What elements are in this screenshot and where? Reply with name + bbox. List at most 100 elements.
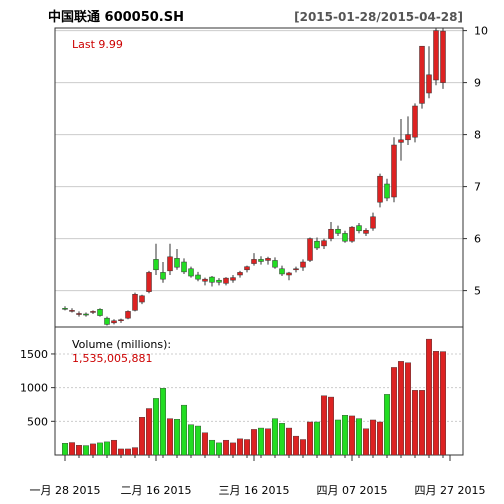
volume-bar bbox=[173, 419, 180, 456]
volume-bar bbox=[440, 351, 447, 456]
volume-y-axis: 500 1000 1500 bbox=[20, 348, 55, 428]
volume-bar bbox=[279, 423, 286, 456]
volume-bar bbox=[96, 442, 103, 456]
candle-body bbox=[300, 261, 306, 268]
volume-bar bbox=[377, 421, 384, 456]
volume-bar bbox=[180, 404, 187, 456]
candle-body bbox=[440, 30, 446, 83]
volume-bar bbox=[391, 367, 398, 456]
x-tick-label: 四月 27 2015 bbox=[415, 484, 486, 497]
volume-bar bbox=[300, 439, 307, 456]
candle-body bbox=[209, 276, 215, 283]
candle-body bbox=[216, 279, 222, 283]
candle-body bbox=[433, 30, 439, 81]
candle-body bbox=[251, 259, 257, 264]
volume-bar bbox=[138, 417, 145, 456]
price-y-axis: 5 6 7 8 9 10 bbox=[463, 25, 488, 298]
volume-bar bbox=[187, 424, 194, 456]
candle-body bbox=[244, 266, 250, 271]
candle-body bbox=[384, 183, 390, 199]
volume-bar bbox=[293, 435, 300, 456]
volume-bar bbox=[321, 395, 328, 456]
candle-body bbox=[230, 277, 236, 281]
volume-bar bbox=[356, 418, 363, 456]
candle-body bbox=[356, 225, 362, 232]
volume-label: Volume (millions): bbox=[72, 338, 171, 351]
volume-bar bbox=[159, 388, 166, 456]
volume-bar bbox=[258, 427, 265, 456]
volume-bar bbox=[229, 442, 236, 456]
volume-bar bbox=[194, 425, 201, 456]
candle-body bbox=[167, 256, 173, 272]
candle-body bbox=[118, 319, 124, 322]
volume-bar bbox=[314, 421, 321, 456]
volume-tick-label: 1500 bbox=[20, 348, 48, 361]
volume-bar bbox=[398, 361, 405, 456]
candle-body bbox=[391, 144, 397, 198]
candle-body bbox=[62, 308, 68, 310]
candle-body bbox=[258, 259, 264, 262]
volume-bar bbox=[405, 362, 412, 456]
candle-body bbox=[419, 45, 425, 104]
candle-body bbox=[328, 228, 334, 239]
price-gridlines bbox=[55, 30, 463, 292]
candle-body bbox=[349, 226, 355, 242]
x-tick-label: 二月 16 2015 bbox=[121, 484, 192, 497]
volume-bar bbox=[243, 439, 250, 456]
price-tick-label: 6 bbox=[474, 233, 481, 246]
volume-bar bbox=[222, 439, 229, 456]
volume-bar bbox=[250, 429, 257, 456]
candle-body bbox=[83, 313, 89, 316]
candle-body bbox=[377, 175, 383, 203]
candle-body bbox=[160, 272, 166, 280]
candle-body bbox=[125, 311, 131, 319]
candle-body bbox=[286, 272, 292, 276]
volume-bar bbox=[75, 445, 82, 456]
candle-body bbox=[272, 260, 278, 268]
volume-bar bbox=[272, 418, 279, 456]
volume-bar bbox=[363, 428, 370, 456]
volume-bar bbox=[103, 441, 110, 456]
candle-body bbox=[237, 272, 243, 276]
volume-bar bbox=[117, 448, 124, 456]
volume-bar bbox=[384, 394, 391, 456]
volume-bar bbox=[419, 390, 426, 456]
candle-body bbox=[188, 268, 194, 277]
volume-bar bbox=[426, 338, 433, 456]
chart-title: 中国联通 600050.SH bbox=[48, 9, 184, 25]
candle-body bbox=[370, 216, 376, 229]
candle-body bbox=[314, 240, 320, 249]
candle-body bbox=[69, 310, 75, 312]
candle-body bbox=[412, 105, 418, 138]
candle-body bbox=[279, 268, 285, 275]
candle-body bbox=[335, 228, 341, 234]
candle-body bbox=[76, 313, 82, 315]
volume-bar bbox=[342, 415, 349, 456]
volume-bar bbox=[349, 415, 356, 456]
candle-body bbox=[90, 311, 96, 313]
volume-series bbox=[62, 338, 447, 456]
price-tick-label: 9 bbox=[474, 77, 481, 90]
volume-bar bbox=[433, 351, 440, 456]
volume-bar bbox=[208, 439, 215, 456]
volume-bar bbox=[68, 442, 75, 456]
volume-bar bbox=[62, 443, 69, 456]
candle-body bbox=[104, 317, 110, 325]
candle-body bbox=[153, 259, 159, 271]
candle-body bbox=[132, 293, 138, 311]
x-axis: 一月 28 2015 二月 16 2015 三月 16 2015 四月 07 2015… bbox=[30, 455, 486, 497]
volume-bar bbox=[201, 432, 208, 456]
candle-body bbox=[202, 278, 208, 282]
price-tick-label: 5 bbox=[474, 285, 481, 298]
candle-body bbox=[342, 233, 348, 242]
price-tick-label: 7 bbox=[474, 181, 481, 194]
candle-body bbox=[426, 74, 432, 94]
volume-bar bbox=[152, 398, 159, 456]
volume-bar bbox=[131, 447, 138, 456]
volume-bar bbox=[124, 448, 131, 456]
price-tick-label: 10 bbox=[474, 25, 488, 38]
volume-bar bbox=[215, 442, 222, 456]
volume-bar bbox=[328, 396, 335, 456]
volume-bar bbox=[236, 438, 243, 456]
price-tick-label: 8 bbox=[474, 129, 481, 142]
